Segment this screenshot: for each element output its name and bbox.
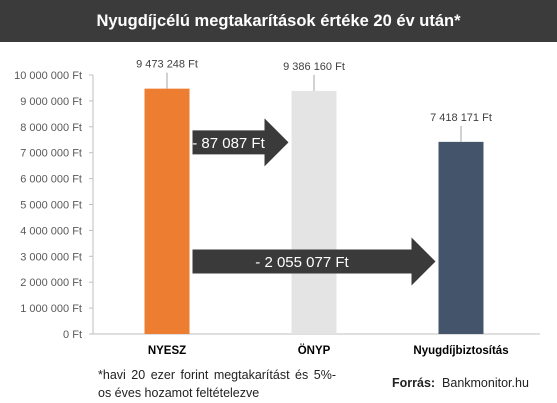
category-label: NYESZ (148, 345, 186, 357)
difference-label: - 87 087 Ft (192, 135, 265, 152)
difference-label: - 2 055 077 Ft (255, 254, 349, 271)
y-tick-label: 2 000 000 Ft (20, 277, 82, 289)
y-tick-label: 9 000 000 Ft (20, 96, 82, 108)
difference-arrow (192, 237, 436, 286)
y-tick-label: 6 000 000 Ft (20, 174, 82, 186)
y-tick-label: 0 Ft (63, 329, 82, 341)
value-label: 9 386 160 Ft (283, 61, 345, 73)
bar-chart: 0 Ft 1 000 000 Ft 2 000 000 Ft 3 000 000 Ft… (14, 59, 540, 357)
source-label: Forrás: (392, 376, 436, 390)
category-label: Nyugdíjbiztosítás (413, 345, 508, 357)
y-tick-label: 1 000 000 Ft (20, 303, 82, 315)
source-note: Forrás: Bankmonitor.hu (392, 376, 529, 390)
value-label: 9 473 248 Ft (136, 59, 198, 71)
bar (144, 88, 190, 334)
footnote: *havi 20 ezer forint megtakarítást és 5%… (98, 368, 336, 400)
y-tick-label: 7 000 000 Ft (20, 148, 82, 160)
y-tick-label: 10 000 000 Ft (14, 70, 82, 82)
bar (291, 90, 337, 334)
chart-title: Nyugdíjcélú megtakarítások értéke 20 év … (0, 0, 557, 42)
difference-arrow (192, 118, 289, 167)
category-label: ÖNYP (298, 344, 331, 357)
y-tick-label: 4 000 000 Ft (20, 225, 82, 237)
value-label: 7 418 171 Ft (430, 112, 492, 124)
y-tick-label: 5 000 000 Ft (20, 200, 82, 212)
y-tick-label: 3 000 000 Ft (20, 251, 82, 263)
source-text: Bankmonitor.hu (442, 376, 529, 390)
y-tick-label: 8 000 000 Ft (20, 122, 82, 134)
bar (438, 141, 484, 334)
